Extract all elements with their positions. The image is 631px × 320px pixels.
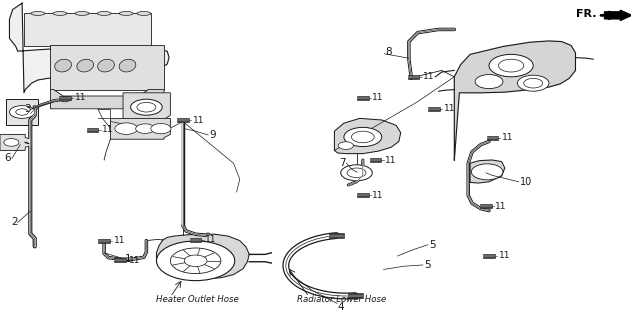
Bar <box>483 254 495 258</box>
Ellipse shape <box>77 59 93 72</box>
Bar <box>357 193 369 197</box>
Ellipse shape <box>137 12 151 15</box>
Circle shape <box>489 54 533 77</box>
Text: 2: 2 <box>11 217 18 228</box>
Bar <box>348 293 363 298</box>
Ellipse shape <box>53 12 67 15</box>
Polygon shape <box>123 93 170 125</box>
Polygon shape <box>50 90 164 109</box>
Text: FR.: FR. <box>576 9 596 20</box>
Bar <box>357 96 369 100</box>
Text: 11: 11 <box>192 116 204 124</box>
Text: 10: 10 <box>520 177 532 188</box>
Circle shape <box>475 75 503 89</box>
Text: 11: 11 <box>498 252 510 260</box>
Circle shape <box>16 109 28 115</box>
Circle shape <box>351 131 374 143</box>
Polygon shape <box>9 3 169 93</box>
Text: 4: 4 <box>338 301 344 312</box>
Text: 11: 11 <box>114 236 125 245</box>
Text: Heater Outlet Hose: Heater Outlet Hose <box>156 295 239 304</box>
Circle shape <box>9 106 35 118</box>
Circle shape <box>347 168 366 178</box>
Ellipse shape <box>75 12 89 15</box>
Polygon shape <box>156 234 249 279</box>
Text: 11: 11 <box>385 156 396 164</box>
Circle shape <box>341 165 372 181</box>
FancyArrow shape <box>604 10 631 20</box>
Text: 1: 1 <box>125 253 131 264</box>
Bar <box>480 204 492 208</box>
Circle shape <box>136 124 155 133</box>
Circle shape <box>60 97 70 102</box>
Circle shape <box>184 255 207 267</box>
Circle shape <box>517 75 549 91</box>
Bar <box>114 259 126 262</box>
Text: 11: 11 <box>372 93 384 102</box>
Text: 8: 8 <box>385 47 391 57</box>
Text: 11: 11 <box>74 93 86 102</box>
Circle shape <box>151 124 171 134</box>
Polygon shape <box>24 13 151 46</box>
Bar <box>177 118 189 122</box>
Text: 7: 7 <box>339 158 346 168</box>
Polygon shape <box>110 118 170 139</box>
Ellipse shape <box>119 59 136 72</box>
Text: Radiator Lower Hose: Radiator Lower Hose <box>297 295 386 304</box>
Text: 11: 11 <box>102 125 114 134</box>
Circle shape <box>115 123 138 134</box>
Ellipse shape <box>97 12 111 15</box>
Polygon shape <box>454 41 575 160</box>
Circle shape <box>156 241 235 281</box>
Ellipse shape <box>119 12 133 15</box>
Circle shape <box>471 164 503 180</box>
Bar <box>408 75 419 79</box>
Text: 3: 3 <box>24 104 30 115</box>
Text: 11: 11 <box>495 202 507 211</box>
Bar <box>59 96 71 100</box>
Circle shape <box>170 248 221 274</box>
Text: 11: 11 <box>372 191 384 200</box>
Polygon shape <box>0 134 32 150</box>
Circle shape <box>131 99 162 115</box>
Bar <box>370 158 381 162</box>
Text: 9: 9 <box>209 130 216 140</box>
Text: 5: 5 <box>429 240 435 250</box>
Polygon shape <box>470 160 505 183</box>
Text: 11: 11 <box>444 104 455 113</box>
Text: 5: 5 <box>424 260 430 270</box>
Text: 11: 11 <box>205 236 216 244</box>
Text: 11: 11 <box>129 256 141 265</box>
Polygon shape <box>50 45 164 90</box>
Circle shape <box>137 102 156 112</box>
Circle shape <box>4 139 19 146</box>
Ellipse shape <box>55 59 71 72</box>
Text: 11: 11 <box>423 72 434 81</box>
Circle shape <box>338 142 353 149</box>
Ellipse shape <box>98 59 114 72</box>
Polygon shape <box>6 99 38 125</box>
Polygon shape <box>334 118 401 154</box>
Circle shape <box>524 78 543 88</box>
Text: 11: 11 <box>502 133 513 142</box>
Bar <box>329 233 344 238</box>
Ellipse shape <box>31 12 45 15</box>
Circle shape <box>498 59 524 72</box>
Bar <box>87 128 98 132</box>
Bar <box>98 239 110 243</box>
Circle shape <box>344 127 382 147</box>
Text: 6: 6 <box>5 153 11 164</box>
Bar <box>428 107 440 111</box>
Bar <box>190 238 201 242</box>
Bar <box>487 136 498 140</box>
